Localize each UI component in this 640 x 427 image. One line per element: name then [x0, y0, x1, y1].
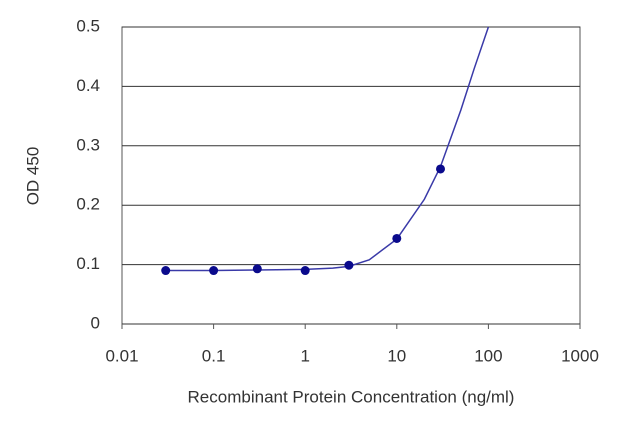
data-point [436, 164, 446, 174]
plot-area [121, 26, 581, 325]
data-point [209, 266, 219, 276]
x-tick-label: 10 [387, 346, 406, 365]
data-point [252, 264, 262, 274]
data-point [344, 260, 354, 270]
y-tick-label: 0.3 [76, 135, 100, 154]
x-tick-label: 1000 [561, 346, 599, 365]
y-tick-label: 0.4 [76, 76, 100, 95]
x-axis-label: Recombinant Protein Concentration (ng/ml… [188, 387, 515, 406]
x-tick-label: 0.1 [202, 346, 226, 365]
fit-line [165, 26, 490, 272]
y-tick-label: 0.2 [76, 195, 100, 214]
data-point [300, 266, 310, 276]
x-tick-label: 0.01 [105, 346, 138, 365]
data-point [161, 266, 171, 276]
y-axis-label: OD 450 [23, 147, 42, 206]
x-tick-label: 100 [474, 346, 502, 365]
x-tick-label: 1 [300, 346, 309, 365]
y-tick-label: 0 [91, 313, 100, 332]
y-tick-label: 0.1 [76, 254, 100, 273]
y-tick-label: 0.5 [76, 16, 100, 35]
data-point [392, 233, 402, 243]
